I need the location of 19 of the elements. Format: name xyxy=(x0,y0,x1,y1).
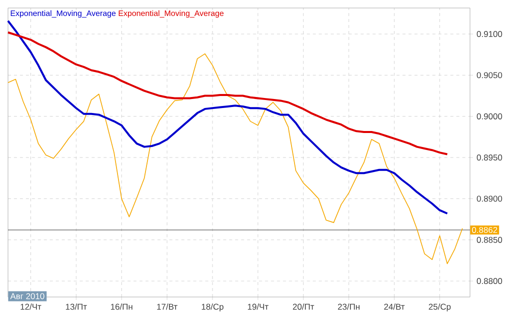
y-tick-label: 0.8900 xyxy=(476,196,502,202)
x-tick-label: 12/Чт xyxy=(20,304,42,310)
annotation: Авг 2010 xyxy=(10,293,44,300)
y-tick-label: 0.8850 xyxy=(476,236,502,243)
x-tick-label: 13/Пт xyxy=(66,304,87,310)
x-tick-label: 23/Пн xyxy=(338,304,360,310)
x-tick-label: 25/Ср xyxy=(428,304,451,312)
x-tick-label: 24/Вт xyxy=(384,304,405,310)
y-tick-label: 0.8800 xyxy=(476,278,502,284)
x-tick-label: 19/Чт xyxy=(248,304,268,310)
x-tick-label: 16/Пн xyxy=(110,304,132,310)
y-tick-label: 0.9100 xyxy=(476,31,502,38)
y-tick-label: 0.8950 xyxy=(476,154,502,161)
ref-line-label: 0.8862 xyxy=(472,226,498,233)
y-tick-label: 0.9000 xyxy=(476,113,502,120)
x-tick-label: 18/Ср xyxy=(202,304,224,312)
x-tick-label: 17/Вт xyxy=(157,304,178,310)
y-tick-label: 0.9050 xyxy=(476,72,502,78)
x-tick-label: 20/Пт xyxy=(292,304,314,310)
